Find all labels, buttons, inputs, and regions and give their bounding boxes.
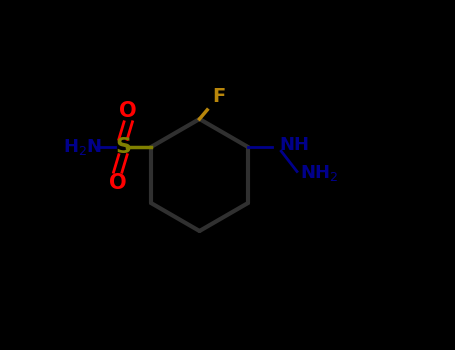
Text: O: O [120,101,137,121]
Text: F: F [212,87,225,106]
Text: NH$_2$: NH$_2$ [300,163,339,183]
Text: H$_2$N: H$_2$N [63,137,102,157]
Text: O: O [109,173,126,193]
Text: S: S [115,137,131,157]
Text: NH: NH [279,136,309,154]
